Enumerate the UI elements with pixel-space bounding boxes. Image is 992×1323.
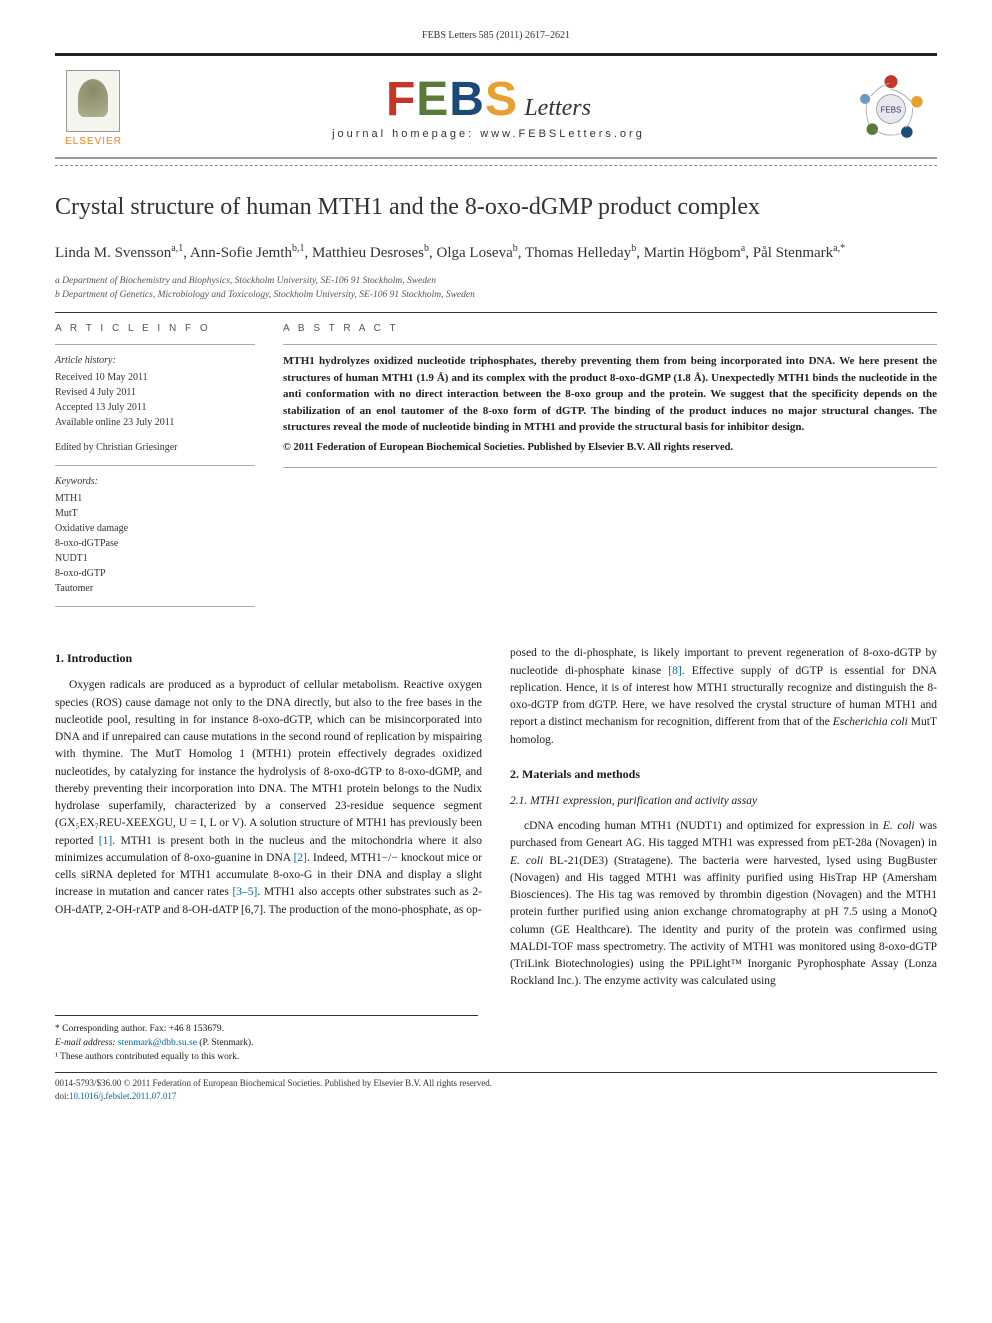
keyword: NUDT1 bbox=[55, 551, 255, 566]
body-column-left: 1. Introduction Oxygen radicals are prod… bbox=[55, 645, 482, 990]
abstract-text: MTH1 hydrolyzes oxidized nucleotide trip… bbox=[283, 353, 937, 436]
article-info-heading: A R T I C L E I N F O bbox=[55, 323, 255, 334]
journal-logo-center: FEBS Letters journal homepage: www.FEBSL… bbox=[122, 78, 855, 140]
doi-line: doi:10.1016/j.febslet.2011.07.017 bbox=[55, 1090, 937, 1103]
abstract-copyright: © 2011 Federation of European Biochemica… bbox=[283, 442, 937, 453]
affiliations: a Department of Biochemistry and Biophys… bbox=[55, 275, 937, 303]
methods-paragraph: cDNA encoding human MTH1 (NUDT1) and opt… bbox=[510, 818, 937, 991]
keyword: 8-oxo-dGTPase bbox=[55, 536, 255, 551]
subsection-heading-methods: 2.1. MTH1 expression, purification and a… bbox=[510, 793, 937, 810]
elsevier-logo[interactable]: ELSEVIER bbox=[65, 70, 122, 147]
body-column-right: posed to the di-phosphate, is likely imp… bbox=[510, 645, 937, 990]
febs-letters-suffix: Letters bbox=[524, 95, 591, 121]
svg-text:FEBS: FEBS bbox=[881, 105, 902, 114]
journal-homepage[interactable]: journal homepage: www.FEBSLetters.org bbox=[122, 128, 855, 140]
header-separator bbox=[55, 165, 937, 166]
affiliation-a: a Department of Biochemistry and Biophys… bbox=[55, 275, 937, 288]
article-title: Crystal structure of human MTH1 and the … bbox=[55, 192, 937, 223]
doi-link[interactable]: 10.1016/j.febslet.2011.07.017 bbox=[69, 1091, 176, 1101]
keywords-label: Keywords: bbox=[55, 474, 255, 489]
email-paren: (P. Stenmark). bbox=[199, 1038, 253, 1048]
section-heading-methods: 2. Materials and methods bbox=[510, 765, 937, 783]
history-online: Available online 23 July 2011 bbox=[55, 415, 255, 430]
equal-contribution: ¹ These authors contributed equally to t… bbox=[55, 1050, 478, 1064]
issn-copyright: 0014-5793/$36.00 © 2011 Federation of Eu… bbox=[55, 1077, 937, 1090]
keyword: 8-oxo-dGTP bbox=[55, 566, 255, 581]
bottom-bar: 0014-5793/$36.00 © 2011 Federation of Eu… bbox=[55, 1072, 937, 1102]
keyword: MTH1 bbox=[55, 491, 255, 506]
corresponding-author: * Corresponding author. Fax: +46 8 15367… bbox=[55, 1022, 478, 1036]
history-received: Received 10 May 2011 bbox=[55, 370, 255, 385]
febs-logo-text: FEBS bbox=[386, 73, 532, 126]
email-line: E-mail address: stenmark@dbb.su.se (P. S… bbox=[55, 1036, 478, 1050]
affiliation-b: b Department of Genetics, Microbiology a… bbox=[55, 289, 937, 302]
keyword: Tautomer bbox=[55, 581, 255, 596]
history-revised: Revised 4 July 2011 bbox=[55, 385, 255, 400]
doi-label: doi: bbox=[55, 1091, 69, 1101]
citation-line: FEBS Letters 585 (2011) 2617–2621 bbox=[55, 30, 937, 41]
intro-paragraph-left: Oxygen radicals are produced as a byprod… bbox=[55, 677, 482, 919]
rule-above-meta bbox=[55, 312, 937, 313]
keyword: Oxidative damage bbox=[55, 521, 255, 536]
febs-e: E bbox=[416, 73, 449, 126]
footnotes: * Corresponding author. Fax: +46 8 15367… bbox=[55, 1015, 478, 1065]
edited-by: Edited by Christian Griesinger bbox=[55, 440, 255, 455]
intro-paragraph-right: posed to the di-phosphate, is likely imp… bbox=[510, 645, 937, 749]
keyword: MutT bbox=[55, 506, 255, 521]
febs-badge-icon: FEBS bbox=[855, 73, 927, 145]
elsevier-label: ELSEVIER bbox=[65, 136, 122, 147]
meta-section: A R T I C L E I N F O Article history: R… bbox=[55, 323, 937, 615]
febs-s: S bbox=[485, 73, 518, 126]
journal-header: ELSEVIER FEBS Letters journal homepage: … bbox=[55, 53, 937, 159]
febs-b: B bbox=[449, 73, 485, 126]
abstract-heading: A B S T R A C T bbox=[283, 323, 937, 334]
section-heading-intro: 1. Introduction bbox=[55, 649, 482, 667]
article-info-column: A R T I C L E I N F O Article history: R… bbox=[55, 323, 255, 615]
febs-f: F bbox=[386, 73, 416, 126]
body-columns: 1. Introduction Oxygen radicals are prod… bbox=[55, 645, 937, 990]
email-link[interactable]: stenmark@dbb.su.se bbox=[118, 1038, 197, 1048]
keywords-block: Keywords: MTH1 MutT Oxidative damage 8-o… bbox=[55, 474, 255, 596]
history-label: Article history: bbox=[55, 353, 255, 368]
email-label: E-mail address: bbox=[55, 1038, 116, 1048]
article-history: Article history: Received 10 May 2011 Re… bbox=[55, 353, 255, 430]
elsevier-tree-icon bbox=[66, 70, 120, 132]
abstract-column: A B S T R A C T MTH1 hydrolyzes oxidized… bbox=[283, 323, 937, 615]
authors-line: Linda M. Svenssona,1, Ann-Sofie Jemthb,1… bbox=[55, 241, 937, 265]
history-accepted: Accepted 13 July 2011 bbox=[55, 400, 255, 415]
